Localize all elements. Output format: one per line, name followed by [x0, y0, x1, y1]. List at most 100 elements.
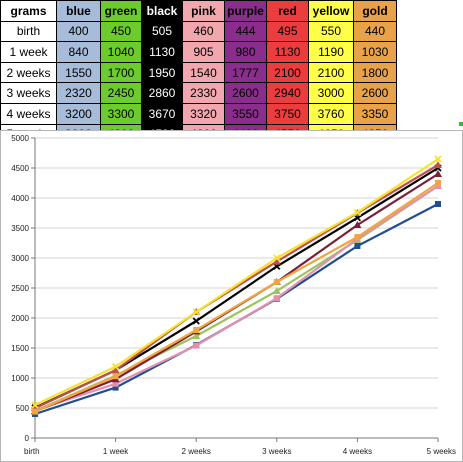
data-point	[354, 243, 361, 249]
data-cell[interactable]: 1030	[353, 41, 397, 63]
data-cell[interactable]: 495	[266, 20, 309, 43]
data-cell[interactable]: 2330	[182, 82, 225, 104]
data-cell[interactable]: 3320	[182, 102, 225, 125]
series	[32, 180, 441, 415]
data-cell[interactable]: 440	[353, 20, 397, 43]
data-cell[interactable]: 1130	[266, 41, 309, 63]
y-tick-label: 2500	[11, 284, 29, 293]
x-tick-label: 2 weeks	[182, 447, 211, 456]
y-axis: 0 500 1000 1500 2000 2500 3000 3500 4000 4500 5000	[11, 134, 36, 443]
data-cell[interactable]: 1130	[141, 41, 183, 63]
y-tick-label: 3000	[11, 254, 29, 263]
data-point	[193, 342, 200, 349]
column-header[interactable]: blue	[56, 0, 101, 22]
x-tick-label: 5 weeks	[427, 447, 456, 456]
data-point	[273, 279, 280, 285]
data-cell[interactable]: 444	[224, 20, 267, 43]
row-label-cell[interactable]: 2 weeks	[0, 61, 57, 84]
data-cell[interactable]: 400	[56, 20, 101, 43]
data-cell[interactable]: 980	[224, 41, 267, 63]
x-tick-label: 3 weeks	[262, 447, 291, 456]
data-cell[interactable]: 3000	[308, 82, 354, 104]
series-line	[34, 158, 439, 406]
data-point	[273, 254, 281, 262]
column-header[interactable]: yellow	[308, 0, 354, 22]
series-line	[34, 164, 439, 410]
series-line	[34, 185, 439, 412]
data-cell[interactable]: 1800	[353, 61, 397, 84]
data-table: grams blue green black pink purple red yellow go…	[0, 0, 397, 146]
data-cell[interactable]: 2100	[308, 61, 354, 84]
data-point	[434, 155, 442, 163]
table-row: birth 400 450 505 460 444 495 550 440	[0, 20, 397, 43]
data-cell[interactable]: 1777	[224, 61, 267, 84]
data-point	[111, 366, 120, 374]
data-point	[112, 380, 119, 387]
data-point	[192, 308, 200, 316]
data-cell[interactable]: 2100	[266, 61, 309, 84]
column-header[interactable]: grams	[0, 0, 57, 22]
row-label-cell[interactable]: 1 week	[0, 41, 57, 63]
data-point	[192, 317, 200, 325]
data-point	[193, 327, 200, 333]
data-point	[111, 362, 120, 371]
table-row: 2 weeks 1550 1700 1950 1540 1777 2100 2100 1800	[0, 61, 397, 84]
data-cell[interactable]: 1550	[56, 61, 101, 84]
y-tick-label: 0	[25, 434, 30, 443]
table-row: 1 week 840 1040 1130 905 980 1130 1190 1030	[0, 41, 397, 63]
y-tick-label: 500	[16, 404, 30, 413]
data-point	[192, 332, 201, 339]
row-label-cell[interactable]: birth	[0, 20, 57, 43]
data-cell[interactable]: 2320	[56, 82, 101, 104]
data-cell[interactable]: 3670	[141, 102, 183, 125]
data-cell[interactable]: 1950	[141, 61, 183, 84]
y-tick-label: 4500	[11, 164, 29, 173]
data-cell[interactable]: 1190	[308, 41, 354, 63]
data-point	[112, 373, 119, 380]
data-cell[interactable]: 2940	[266, 82, 309, 104]
data-point	[434, 161, 442, 168]
row-label-cell[interactable]: 3 weeks	[0, 82, 57, 104]
data-cell[interactable]: 3350	[353, 102, 397, 125]
data-cell[interactable]: 450	[100, 20, 142, 43]
data-cell[interactable]: 3300	[100, 102, 142, 125]
y-tick-label: 3500	[11, 224, 29, 233]
data-point	[353, 221, 362, 228]
series-line	[34, 182, 439, 413]
y-tick-label: 1000	[11, 374, 29, 383]
x-tick-label: 4 weeks	[343, 447, 372, 456]
data-cell[interactable]: 1540	[182, 61, 225, 84]
column-header[interactable]: black	[141, 0, 183, 22]
table-header-row: grams blue green black pink purple red yellow go…	[0, 0, 397, 22]
data-point	[354, 234, 361, 240]
y-tick-label: 1500	[11, 344, 29, 353]
data-cell[interactable]: 3750	[266, 102, 309, 125]
data-cell[interactable]: 550	[308, 20, 354, 43]
data-cell[interactable]: 905	[182, 41, 225, 63]
data-cell[interactable]: 2600	[224, 82, 267, 104]
line-chart[interactable]: 0 500 1000 1500 2000 2500 3000 3500 4000 4500 5000…	[0, 130, 463, 462]
data-point	[353, 208, 362, 217]
column-header[interactable]: pink	[182, 0, 225, 22]
data-cell[interactable]: 2450	[100, 82, 142, 104]
data-cell[interactable]: 840	[56, 41, 101, 63]
column-header[interactable]: gold	[353, 0, 397, 22]
column-header[interactable]: purple	[224, 0, 267, 22]
data-cell[interactable]: 3550	[224, 102, 267, 125]
data-cell[interactable]: 3760	[308, 102, 354, 125]
row-label-cell[interactable]: 4 weeks	[0, 102, 57, 125]
data-point	[32, 408, 38, 415]
data-cell[interactable]: 505	[141, 20, 183, 43]
selection-handle[interactable]	[459, 122, 463, 126]
data-point	[435, 180, 441, 186]
data-cell[interactable]: 460	[182, 20, 225, 43]
data-cell[interactable]: 1700	[100, 61, 142, 84]
data-cell[interactable]: 2600	[353, 82, 397, 104]
chart-series	[31, 155, 442, 417]
column-header[interactable]: green	[100, 0, 142, 22]
data-point	[272, 287, 281, 294]
data-cell[interactable]: 3200	[56, 102, 101, 125]
column-header[interactable]: red	[266, 0, 309, 22]
data-cell[interactable]: 2860	[141, 82, 183, 104]
data-cell[interactable]: 1040	[100, 41, 142, 63]
